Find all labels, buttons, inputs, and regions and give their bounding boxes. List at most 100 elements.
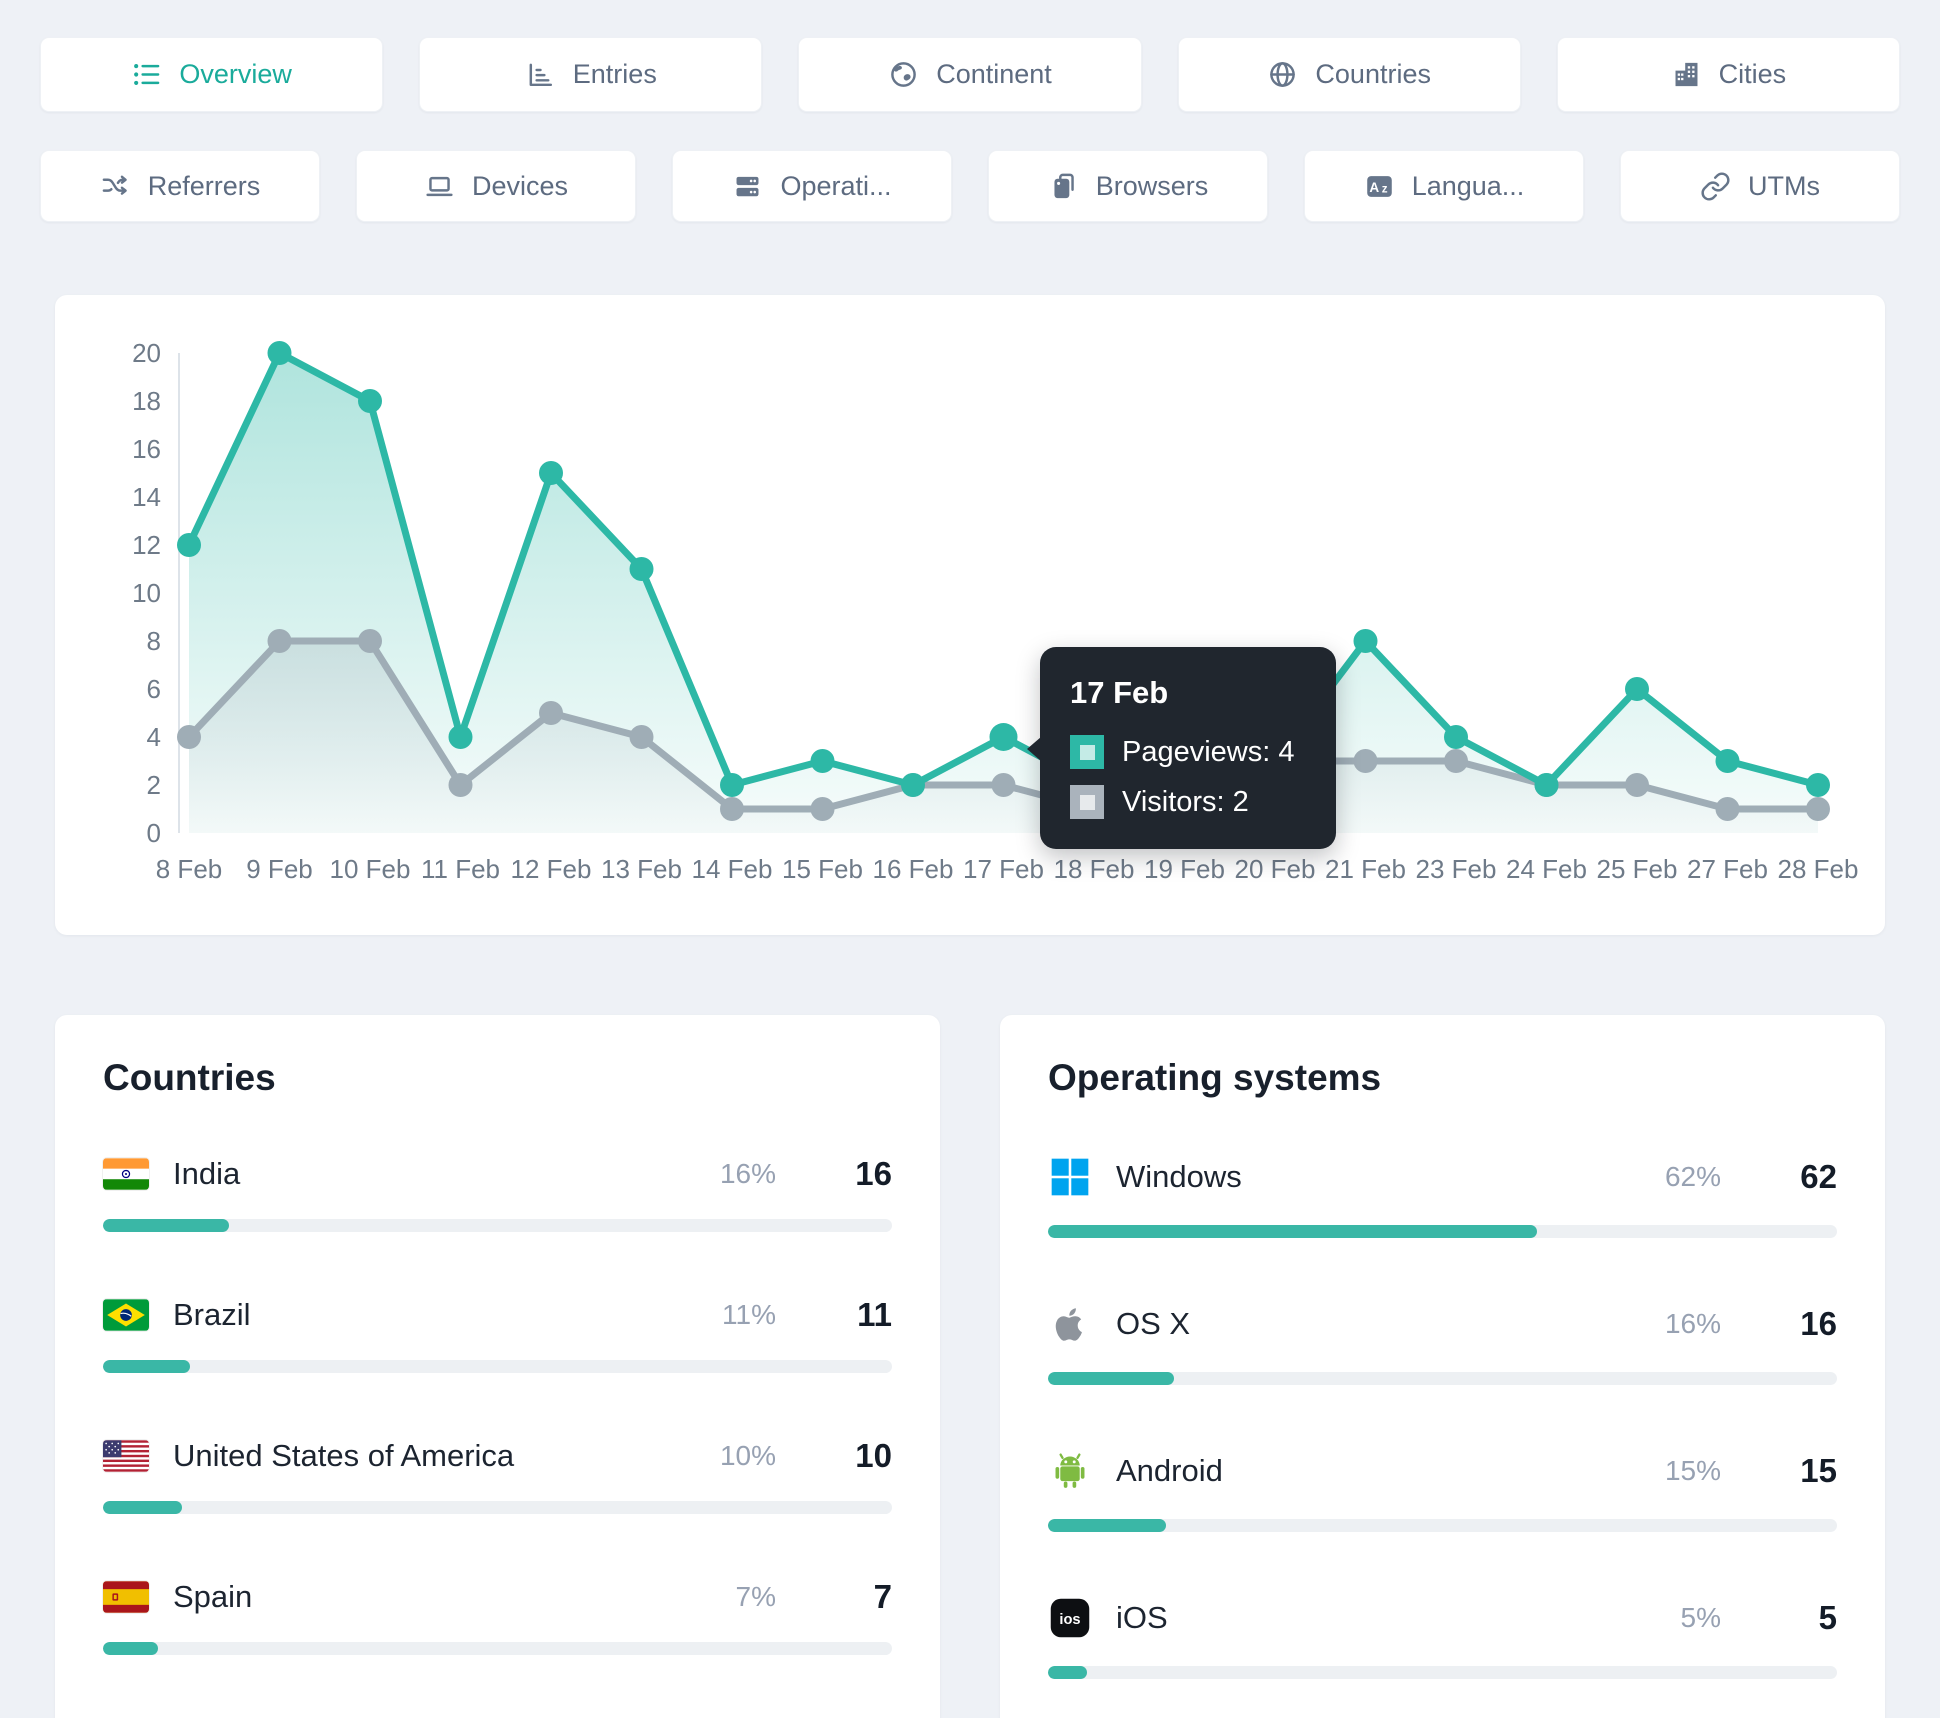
tab-label: Operati...: [780, 170, 892, 201]
stat-value: 7: [873, 1578, 892, 1615]
progress-bar: [103, 1642, 892, 1655]
tab-operating-systems[interactable]: Operati...: [672, 150, 952, 222]
tab-continent[interactable]: Continent: [798, 37, 1142, 112]
list-item[interactable]: ios iOS 5% 5: [1048, 1596, 1837, 1679]
series-marker: [1070, 735, 1104, 769]
traffic-line-chart[interactable]: 0 2 4 6 8 10 12 14 16 18 20 8 Feb 9 Feb 10 Feb 11 Feb 1…: [83, 303, 1863, 903]
bar-chart-icon: [529, 63, 552, 87]
stat-percent: 16%: [1664, 1308, 1721, 1339]
progress-fill: [1048, 1519, 1167, 1532]
progress-fill: [1048, 1225, 1538, 1238]
svg-text:10: 10: [132, 578, 161, 608]
tooltip-row: Pageviews: 4: [1070, 735, 1306, 769]
svg-text:9 Feb: 9 Feb: [246, 854, 313, 884]
tab-referrers[interactable]: Referrers: [40, 150, 320, 222]
progress-fill: [103, 1501, 182, 1514]
svg-text:14 Feb: 14 Feb: [692, 854, 773, 884]
stat-value: 16: [1800, 1305, 1837, 1342]
buildings-icon: [1675, 62, 1698, 87]
stat-value: 16: [855, 1155, 892, 1192]
stat-value: 10: [855, 1437, 892, 1474]
tab-countries[interactable]: Countries: [1177, 37, 1521, 112]
list-item[interactable]: OS X 16% 16: [1048, 1302, 1837, 1385]
tab-utms[interactable]: UTMs: [1620, 150, 1900, 222]
stat-name: Android: [1116, 1453, 1223, 1488]
list-item[interactable]: United States of America 10% 10: [103, 1437, 892, 1514]
list-item[interactable]: Android 15% 15: [1048, 1449, 1837, 1532]
tab-overview[interactable]: Overview: [40, 37, 384, 112]
tooltip-date: 17 Feb: [1070, 675, 1169, 710]
tab-browsers[interactable]: Browsers: [988, 150, 1268, 222]
list-item[interactable]: India 16% 16: [103, 1155, 892, 1232]
tab-entries[interactable]: Entries: [419, 37, 763, 112]
svg-text:8: 8: [147, 626, 161, 656]
globe-icon: [1270, 62, 1296, 87]
tab-languages[interactable]: A z Langua...: [1304, 150, 1584, 222]
stat-value: 62: [1800, 1158, 1837, 1195]
stat-percent: 5%: [1680, 1602, 1721, 1633]
earth-icon: [891, 62, 917, 87]
svg-text:16 Feb: 16 Feb: [873, 854, 954, 884]
svg-text:8 Feb: 8 Feb: [156, 854, 223, 884]
chart-tooltip: 17 Feb Pageviews: 4 Visitors: 2: [1027, 647, 1336, 849]
list-icon: [134, 64, 160, 85]
svg-text:17 Feb: 17 Feb: [963, 854, 1044, 884]
tooltip-row-text: Visitors: 2: [1122, 785, 1249, 818]
tab-row-secondary: Referrers Devices Operati...: [40, 150, 1900, 222]
progress-bar: [103, 1360, 892, 1373]
browser-icon: [1054, 173, 1074, 198]
list-item[interactable]: Brazil 11% 11: [103, 1296, 892, 1373]
stat-name: Brazil: [173, 1297, 251, 1332]
ios-icon: ios: [1048, 1596, 1092, 1640]
list-item[interactable]: Spain 7% 7: [103, 1578, 892, 1655]
tooltip-row: Visitors: 2: [1070, 785, 1306, 819]
svg-text:21 Feb: 21 Feb: [1325, 854, 1406, 884]
svg-text:12 Feb: 12 Feb: [511, 854, 592, 884]
svg-text:6: 6: [147, 674, 161, 704]
operating-systems-card: Operating systems Windows 62% 62 OS X 16% 16 A…: [1000, 1015, 1885, 1718]
tab-label: Devices: [471, 170, 569, 201]
svg-text:ios: ios: [1059, 1612, 1080, 1628]
list-item[interactable]: Windows 62% 62: [1048, 1155, 1837, 1238]
flag-brazil: [103, 1299, 149, 1331]
tab-label: Browsers: [1095, 170, 1209, 201]
progress-fill: [1048, 1372, 1175, 1385]
svg-text:12: 12: [132, 530, 161, 560]
svg-text:10 Feb: 10 Feb: [330, 854, 411, 884]
android-icon: [1048, 1449, 1092, 1493]
flag-spain: [103, 1581, 149, 1613]
operating-systems-list: Windows 62% 62 OS X 16% 16 Android 15% 15 ios iOS 5…: [1048, 1155, 1837, 1718]
progress-bar: [103, 1501, 892, 1514]
svg-text:4: 4: [147, 722, 161, 752]
tab-label: Entries: [572, 59, 657, 89]
shuffle-icon: [102, 175, 127, 195]
svg-text:20: 20: [132, 338, 161, 368]
tab-devices[interactable]: Devices: [356, 150, 636, 222]
stat-value: 15: [1800, 1452, 1837, 1489]
svg-text:18 Feb: 18 Feb: [1054, 854, 1135, 884]
windows-icon: [1048, 1155, 1092, 1199]
traffic-chart-card: 0 2 4 6 8 10 12 14 16 18 20 8 Feb 9 Feb 10 Feb 11 Feb 1…: [55, 295, 1885, 935]
server-icon: [736, 176, 759, 196]
svg-text:18: 18: [132, 386, 161, 416]
flag-india: [103, 1158, 149, 1190]
stat-percent: 10%: [719, 1440, 776, 1471]
svg-text:25 Feb: 25 Feb: [1597, 854, 1678, 884]
progress-fill: [103, 1219, 230, 1232]
svg-text:2: 2: [147, 770, 161, 800]
progress-fill: [103, 1642, 159, 1655]
tooltip-row-text: Pageviews: 4: [1122, 735, 1295, 768]
stat-percent: 62%: [1664, 1161, 1721, 1192]
stat-percent: 7%: [735, 1581, 776, 1612]
countries-card: Countries India 16% 16 Brazil 11% 11 United St…: [55, 1015, 940, 1718]
translate-icon: A z: [1366, 175, 1392, 197]
svg-text:14: 14: [132, 482, 161, 512]
countries-list: India 16% 16 Brazil 11% 11 United States of Am…: [103, 1155, 892, 1718]
tab-row-primary: Overview Entries Continent Countries: [40, 0, 1901, 112]
stat-percent: 11%: [722, 1299, 776, 1330]
svg-text:24 Feb: 24 Feb: [1506, 854, 1587, 884]
tooltip-rows: Pageviews: 4 Visitors: 2: [1070, 735, 1306, 819]
tab-cities[interactable]: Cities: [1556, 37, 1901, 112]
stat-value: 5: [1818, 1599, 1837, 1636]
